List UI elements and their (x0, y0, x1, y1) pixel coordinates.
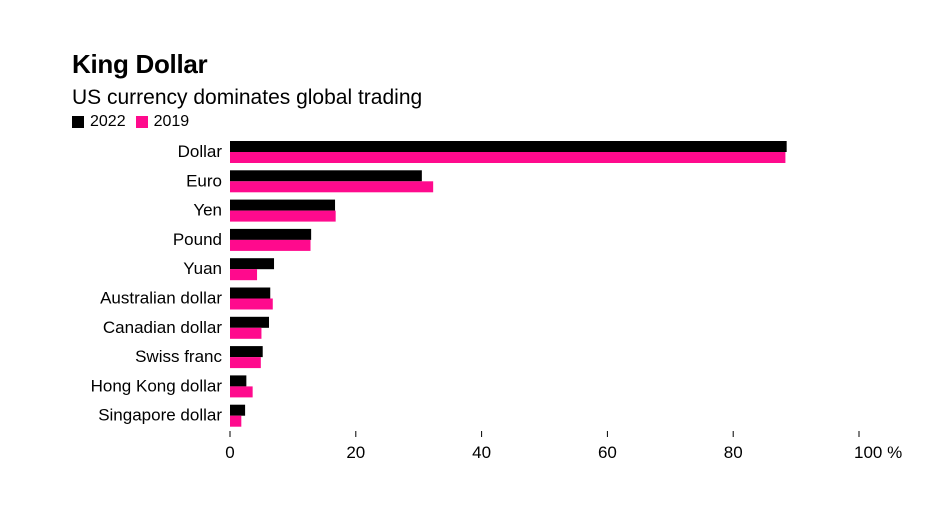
x-tick-label: 20 (346, 443, 365, 462)
legend-item-2019: 2019 (135, 113, 190, 131)
legend-label-2019: 2019 (153, 113, 190, 130)
legend-swatch-2019 (135, 116, 148, 128)
bar-2019-swiss-franc (230, 357, 261, 369)
chart-subtitle: US currency dominates global trading (72, 86, 423, 109)
bar-2019-canadian-dollar (230, 327, 262, 339)
bar-2022-singapore-dollar (230, 404, 246, 416)
category-label-yen: Yen (193, 201, 222, 220)
bar-2019-dollar (230, 152, 786, 163)
x-tick-label: 40 (472, 443, 491, 462)
category-label-yuan: Yuan (183, 259, 222, 278)
category-label-swiss-franc: Swiss franc (135, 347, 222, 366)
bar-2022-canadian-dollar (230, 316, 269, 328)
x-tick-label: 80 (724, 443, 743, 462)
bar-2022-pound (230, 228, 312, 240)
x-tick-label: 100 % (854, 443, 902, 462)
x-tick-label: 60 (598, 443, 617, 462)
bar-2022-euro (230, 170, 422, 182)
bar-2019-australian-dollar (230, 298, 273, 310)
category-label-hong-kong-dollar: Hong Kong dollar (91, 376, 223, 395)
category-label-dollar: Dollar (178, 142, 223, 161)
bar-2022-yuan (230, 258, 275, 270)
bar-2019-euro (230, 181, 434, 193)
legend-label-2022: 2022 (90, 113, 126, 130)
category-label-pound: Pound (173, 230, 222, 249)
bar-2022-australian-dollar (230, 287, 271, 299)
bar-2022-swiss-franc (230, 346, 263, 358)
bar-2022-dollar (230, 141, 787, 152)
bar-2019-singapore-dollar (230, 415, 242, 427)
x-tick-label: 0 (225, 443, 234, 462)
category-label-australian-dollar: Australian dollar (100, 289, 222, 308)
legend-item-2022: 2022 (72, 113, 126, 131)
bar-2019-yen (230, 210, 336, 222)
bar-2019-yuan (230, 269, 258, 281)
category-label-canadian-dollar: Canadian dollar (103, 318, 222, 337)
chart-title: King Dollar (72, 49, 208, 79)
category-label-euro: Euro (186, 171, 222, 190)
bar-2019-pound (230, 239, 311, 251)
bar-2022-yen (230, 199, 336, 211)
category-label-singapore-dollar: Singapore dollar (98, 406, 222, 425)
bar-2022-hong-kong-dollar (230, 375, 247, 387)
bar-2019-hong-kong-dollar (230, 386, 253, 398)
chart-legend: 2022 2019 (72, 111, 199, 133)
legend-swatch-2022 (72, 116, 84, 128)
